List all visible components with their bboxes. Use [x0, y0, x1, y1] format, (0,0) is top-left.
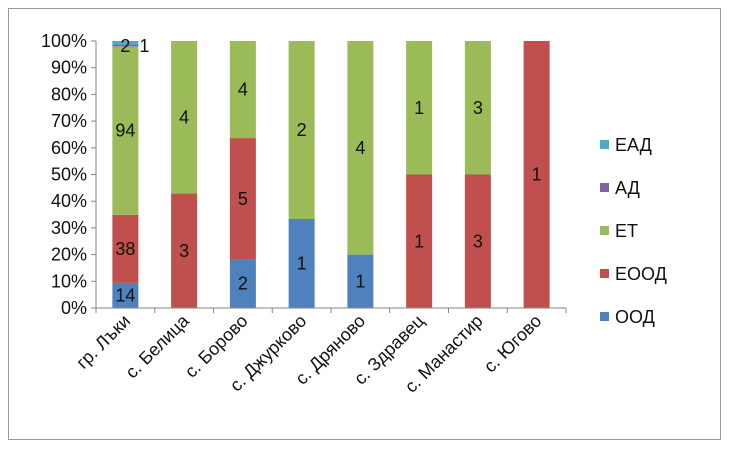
bar-segment — [112, 214, 139, 283]
data-label: 2 — [297, 120, 307, 140]
legend-label: ЕТ — [615, 221, 638, 241]
bar-segment — [112, 44, 139, 47]
bar-segment — [464, 41, 491, 175]
bar-segment — [171, 41, 198, 194]
bar-segment — [112, 41, 139, 45]
data-label: 2 — [120, 36, 130, 56]
data-label: 1 — [297, 254, 307, 274]
data-label: 1 — [139, 36, 149, 56]
legend-label: ООД — [615, 307, 655, 327]
data-label: 3 — [473, 98, 483, 118]
bar-segment — [523, 41, 550, 308]
y-tick-label: 30% — [51, 218, 87, 238]
bar-segment — [112, 46, 139, 215]
y-tick-label: 50% — [51, 165, 87, 185]
bar-segment — [112, 282, 139, 308]
x-category-label: с. Югово — [480, 311, 546, 377]
legend-swatch — [600, 226, 609, 235]
data-label: 4 — [238, 80, 248, 100]
bar-segment — [347, 254, 374, 308]
bar-segment — [229, 259, 256, 308]
data-label: 1 — [355, 271, 365, 291]
data-label: 3 — [473, 231, 483, 251]
data-label: 1 — [414, 98, 424, 118]
data-label: 14 — [115, 285, 135, 305]
data-label: 1 — [532, 165, 542, 185]
data-label: 4 — [179, 107, 189, 127]
data-label: 1 — [414, 231, 424, 251]
legend-swatch — [600, 312, 609, 321]
legend-swatch — [600, 269, 609, 278]
bar-segment — [288, 219, 315, 308]
legend-label: ЕАД — [615, 135, 652, 155]
data-label: 4 — [355, 138, 365, 158]
bar-segment — [229, 41, 256, 139]
y-tick-label: 10% — [51, 271, 87, 291]
y-tick-label: 60% — [51, 138, 87, 158]
data-label: 2 — [238, 274, 248, 294]
y-tick-label: 100% — [41, 31, 87, 51]
bar-segment — [406, 41, 433, 175]
y-tick-label: 90% — [51, 58, 87, 78]
bars — [112, 41, 550, 308]
legend-label: ЕООД — [615, 264, 667, 284]
data-label: 38 — [115, 239, 135, 259]
bar-segment — [406, 174, 433, 308]
y-tick-label: 0% — [61, 298, 87, 318]
data-label: 5 — [238, 189, 248, 209]
legend-swatch — [600, 140, 609, 149]
y-tick-label: 20% — [51, 245, 87, 265]
legend-swatch — [600, 183, 609, 192]
bar-segment — [171, 193, 198, 308]
x-category-label: с. Белица — [121, 310, 193, 382]
legend-label: АД — [615, 178, 640, 198]
y-tick-label: 80% — [51, 84, 87, 104]
data-label: 3 — [179, 241, 189, 261]
data-label: 94 — [115, 121, 135, 141]
y-tick-label: 40% — [51, 191, 87, 211]
y-tick-label: 70% — [51, 111, 87, 131]
bar-segment — [464, 174, 491, 308]
bar-segment — [229, 138, 256, 260]
y-axis: 0% 10% 20% 30% 40% 50% 60% 70% 80% 90% 100% — [41, 31, 97, 318]
legend: ЕАД АД ЕТ ЕООД ООД — [600, 135, 667, 327]
bar-segment — [347, 41, 374, 255]
bar-segment — [288, 41, 315, 219]
